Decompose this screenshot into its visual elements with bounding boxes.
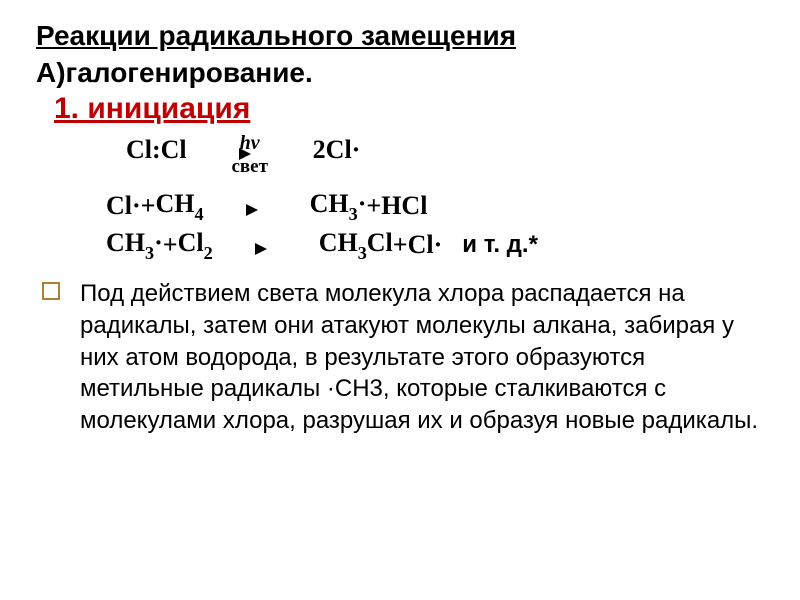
step-title: 1. инициация xyxy=(54,92,764,126)
slide: Реакции радикального замещения А)галоген… xyxy=(0,0,800,600)
r3-left-b: Cl2 xyxy=(178,225,213,264)
bullet-icon xyxy=(42,282,60,300)
paragraph: Под действием света молекула хлора распа… xyxy=(80,278,764,436)
r2-right-a: CH3· xyxy=(310,186,367,225)
formula-block: Cl:Cl hν свет 2Cl· Cl· + CH4 CH3· + HCl … xyxy=(106,132,764,264)
formula-row-3: CH3· + Cl2 CH3Cl + Cl· и т. д.* xyxy=(106,225,764,264)
r3-plus-2: + xyxy=(393,227,408,263)
body-text: Под действием света молекула хлора распа… xyxy=(36,278,764,436)
r2-left-a: Cl· xyxy=(106,188,141,224)
r3-right-a: CH3Cl xyxy=(319,225,393,264)
formula-row-1: Cl:Cl hν свет 2Cl· xyxy=(126,132,764,168)
r2-right-b: HCl xyxy=(381,188,427,224)
formula-row-2: Cl· + CH4 CH3· + HCl xyxy=(106,186,764,225)
r3-left-a: CH3· xyxy=(106,225,163,264)
r2-plus-1: + xyxy=(141,188,156,224)
arrow-1-bot: свет xyxy=(195,154,305,180)
r2-plus-2: + xyxy=(366,188,381,224)
title-heading: Реакции радикального замещения xyxy=(36,18,764,53)
subheading: А)галогенирование. xyxy=(36,55,764,90)
r1-right: 2Cl· xyxy=(313,132,361,168)
r3-right-b: Cl· xyxy=(408,227,443,263)
r2-left-b: CH4 xyxy=(156,186,204,225)
r3-tail: и т. д.* xyxy=(462,228,538,261)
r3-plus-1: + xyxy=(163,227,178,263)
r1-left: Cl:Cl xyxy=(126,132,187,168)
